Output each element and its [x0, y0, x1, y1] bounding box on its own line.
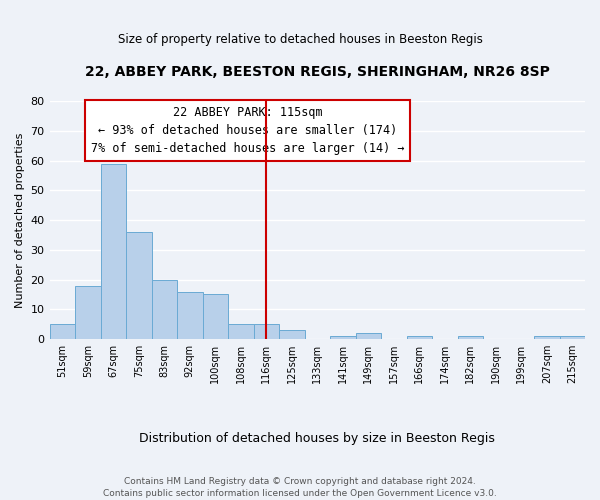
Bar: [560, 336, 585, 339]
Bar: [101, 164, 126, 339]
Bar: [458, 336, 483, 339]
Text: Contains public sector information licensed under the Open Government Licence v3: Contains public sector information licen…: [103, 488, 497, 498]
Title: 22, ABBEY PARK, BEESTON REGIS, SHERINGHAM, NR26 8SP: 22, ABBEY PARK, BEESTON REGIS, SHERINGHA…: [85, 65, 550, 79]
Bar: [254, 324, 279, 339]
Bar: [50, 324, 75, 339]
Bar: [203, 294, 228, 339]
Bar: [407, 336, 432, 339]
Bar: [534, 336, 560, 339]
Bar: [75, 286, 101, 339]
Bar: [279, 330, 305, 339]
Bar: [152, 280, 177, 339]
Text: Contains HM Land Registry data © Crown copyright and database right 2024.: Contains HM Land Registry data © Crown c…: [124, 477, 476, 486]
Bar: [228, 324, 254, 339]
Bar: [126, 232, 152, 339]
Text: Size of property relative to detached houses in Beeston Regis: Size of property relative to detached ho…: [118, 32, 482, 46]
Text: 22 ABBEY PARK: 115sqm
← 93% of detached houses are smaller (174)
7% of semi-deta: 22 ABBEY PARK: 115sqm ← 93% of detached …: [91, 106, 404, 155]
X-axis label: Distribution of detached houses by size in Beeston Regis: Distribution of detached houses by size …: [139, 432, 495, 445]
Bar: [330, 336, 356, 339]
Bar: [177, 292, 203, 339]
Y-axis label: Number of detached properties: Number of detached properties: [15, 132, 25, 308]
Bar: [356, 333, 381, 339]
